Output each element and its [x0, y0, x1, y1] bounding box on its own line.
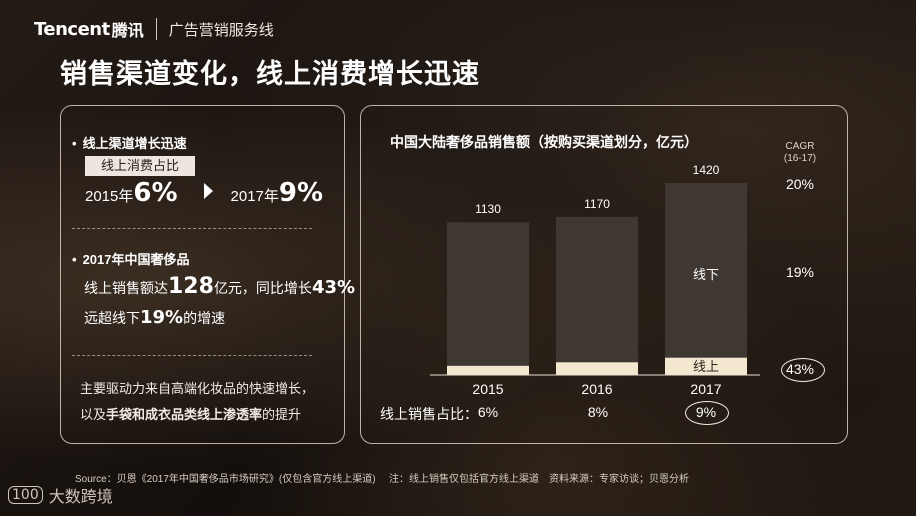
bar-offline-2015	[447, 222, 529, 366]
cagr-online-circle	[781, 358, 825, 382]
online-sales-growth: 43%	[311, 277, 356, 298]
driver-post: 的提升	[262, 407, 302, 422]
share-2015-value: 6%	[133, 178, 178, 208]
bar-online-2015	[447, 365, 529, 375]
arrow-right-icon	[203, 183, 213, 199]
cagr-online: 43%	[785, 361, 815, 377]
series-label-offline: 线下	[693, 267, 719, 282]
online-share-2017: 9%	[695, 404, 717, 420]
online-share-tag: 线上消费占比	[85, 156, 195, 176]
page-title: 销售渠道变化，线上消费增长迅速	[60, 59, 480, 89]
online-share-2015: 6%	[477, 404, 499, 420]
total-label-2016: 1170	[584, 197, 610, 211]
x-tick-2016: 2016	[581, 381, 612, 397]
series-label-online: 线上	[693, 359, 719, 374]
offline-compare-pre: 远超线下	[84, 310, 140, 326]
online-sales-mid: 亿元，同比增长	[213, 280, 312, 296]
share-2017-value: 9%	[278, 178, 324, 208]
total-label-2017: 1420	[693, 163, 720, 177]
bar-offline-2016	[556, 216, 638, 363]
offline-growth-rate: 19%	[140, 307, 184, 328]
bullet-online-growth: 线上渠道增长迅速	[72, 133, 187, 152]
source-note: Source：贝恩《2017年中国奢侈品市场研究》(仅包含官方线上渠道)	[75, 474, 376, 485]
cagr-total: 20%	[785, 176, 815, 192]
tencent-logo-cn: 腾讯	[111, 23, 144, 40]
driver-text-1: 主要驱动力来自高端化妆品的快速增长，	[80, 381, 315, 396]
channel-note: 注：线上销售仅包括官方线上渠道	[389, 474, 539, 485]
offline-compare-post: 的增速	[183, 310, 226, 326]
header: Tencent 腾讯 广告营销服务线	[34, 15, 274, 43]
left-panel	[60, 105, 345, 444]
online-sales-amount: 128	[168, 274, 214, 299]
watermark: 100 大数跨境	[8, 483, 113, 507]
offline-compare-line: 远超线下 19% 的增速	[84, 307, 225, 328]
watermark-icon: 100	[8, 486, 43, 504]
online-sales-line: 线上销售额达 128 亿元，同比增长 43%	[84, 274, 355, 299]
bullet-2017-luxury: 2017年中国奢侈品	[72, 249, 190, 268]
driver-text-2: 以及手袋和成衣品类线上渗透率的提升	[80, 404, 301, 423]
year-2015-label: 2015年	[85, 188, 134, 205]
online-share-2016: 8%	[587, 404, 609, 420]
divider	[72, 228, 312, 229]
right-panel	[360, 105, 848, 444]
cagr-header-line1: CAGR	[785, 141, 815, 152]
business-line: 广告营销服务线	[168, 21, 274, 39]
driver-pre: 以及	[80, 407, 107, 422]
year-2017-label: 2017年	[230, 188, 279, 205]
data-source: 资料来源：专家访谈；贝恩分析	[549, 474, 689, 485]
bar-online-2016	[556, 362, 638, 375]
divider	[72, 355, 312, 356]
bar-online-2017	[665, 357, 747, 375]
watermark-text: 大数跨境	[48, 489, 113, 506]
total-label-2015: 1130	[475, 202, 501, 216]
chart-title: 中国大陆奢侈品销售额（按购买渠道划分，亿元）	[390, 134, 698, 150]
online-sales-pre: 线上销售额达	[84, 280, 168, 296]
header-divider	[155, 18, 157, 40]
cagr-offline: 19%	[785, 264, 815, 280]
x-tick-2017: 2017	[690, 381, 721, 397]
x-tick-2015: 2015	[472, 381, 503, 397]
online-share-comparison: 2015年 6% 2017年 9%	[85, 178, 323, 208]
bar-offline-2017	[665, 183, 747, 358]
cagr-header-line2: (16-17)	[783, 153, 817, 164]
driver-bold: 手袋和成衣品类线上渗透率	[106, 407, 263, 422]
online-share-label: 线上销售占比：	[380, 406, 478, 422]
cagr-header: CAGR (16-17)	[780, 141, 820, 165]
online-share-2017-circle	[685, 401, 729, 425]
tencent-logo: Tencent	[34, 18, 110, 40]
